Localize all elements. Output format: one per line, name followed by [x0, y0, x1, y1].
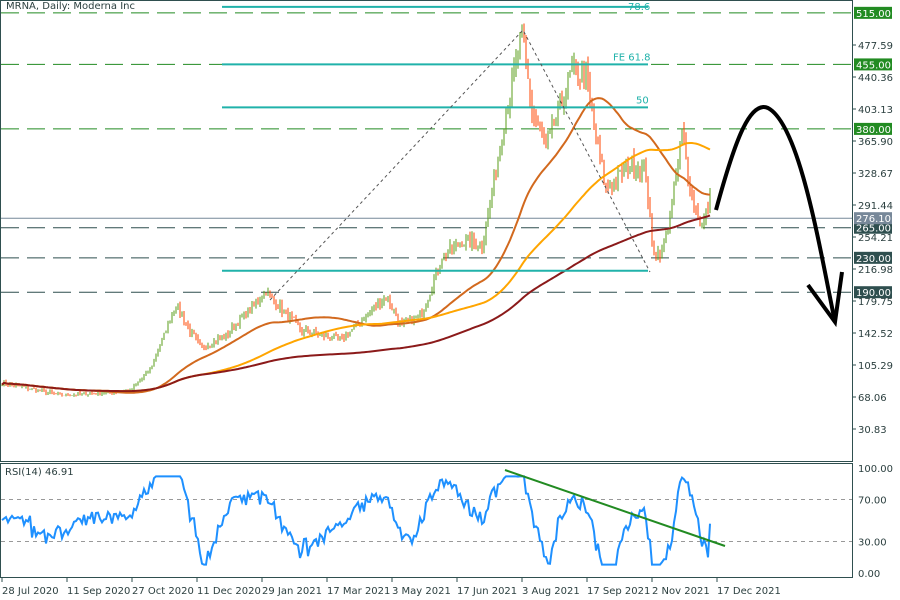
rsi-tick-label: 100.00: [858, 464, 893, 475]
price-tick-label: 328.67: [858, 169, 893, 180]
level-label: 455.00: [856, 60, 891, 71]
arrow-head-icon: [806, 271, 844, 328]
price-tick-label: 105.29: [858, 361, 893, 372]
price-tick-label: 179.75: [858, 297, 893, 308]
level-label: 265.00: [856, 224, 891, 235]
x-tick-label: 17 Mar 2021: [327, 586, 390, 597]
level-badge: [854, 251, 892, 264]
price-panel-frame: [0, 0, 853, 462]
x-tick-label: 17 Sep 2021: [587, 586, 650, 597]
x-tick-label: 17 Jun 2021: [457, 586, 517, 597]
x-tick-label: 28 Jul 2020: [2, 586, 59, 597]
last-price-label: 276.10: [856, 214, 891, 225]
level-badge: [854, 122, 892, 135]
level-badge: [854, 58, 892, 71]
chart-title: MRNA, Daily: Moderna Inc: [6, 1, 135, 12]
price-tick-label: 403.13: [858, 105, 893, 116]
level-label: 380.00: [856, 125, 891, 136]
forecast-arrow: [714, 105, 837, 323]
rsi-label: RSI(14) 46.91: [5, 467, 74, 478]
price-tick-label: 216.98: [858, 265, 893, 276]
x-tick-label: 29 Jan 2021: [262, 586, 322, 597]
x-tick-label: 17 Dec 2021: [717, 586, 781, 597]
ma-slow-line: [1, 214, 711, 393]
x-tick-label: 27 Oct 2020: [132, 586, 194, 597]
x-tick-label: 11 Sep 2020: [67, 586, 130, 597]
fib-label-top: 78.6: [628, 2, 650, 13]
level-label: 515.00: [856, 9, 891, 20]
last-price-badge: [854, 212, 892, 225]
rsi-tick-label: 70.00: [858, 496, 887, 507]
level-badge: [854, 221, 892, 234]
x-tick-label: 11 Dec 2020: [197, 586, 261, 597]
x-tick-label: 3 May 2021: [392, 586, 451, 597]
fib-label-50: 50: [636, 95, 649, 106]
x-tick-label: 2 Nov 2021: [652, 586, 710, 597]
price-tick-label: 291.44: [858, 201, 893, 212]
rsi-trend-line: [504, 469, 726, 547]
rsi-line: [1, 475, 711, 566]
price-tick-label: 30.83: [858, 425, 887, 436]
price-tick-label: 142.52: [858, 329, 893, 340]
fib-expansion-path: [269, 29, 651, 301]
rsi-tick-label: 0.00: [858, 569, 880, 580]
level-label: 230.00: [856, 254, 891, 265]
price-tick-label: 440.36: [858, 73, 893, 84]
level-label: 190.00: [856, 288, 891, 299]
price-tick-label: 254.21: [858, 233, 893, 244]
price-tick-label: 68.06: [858, 393, 887, 404]
x-tick-label: 3 Aug 2021: [522, 586, 580, 597]
price-tick-label: 365.90: [858, 137, 893, 148]
ma-fast-line: [1, 97, 711, 394]
fib-label-fe: FE 61.8: [613, 52, 651, 63]
level-badge: [854, 6, 892, 19]
rsi-panel-frame: [0, 463, 853, 578]
level-badge: [854, 286, 892, 299]
rsi-tick-label: 30.00: [858, 538, 887, 549]
price-tick-label: 477.59: [858, 41, 893, 52]
